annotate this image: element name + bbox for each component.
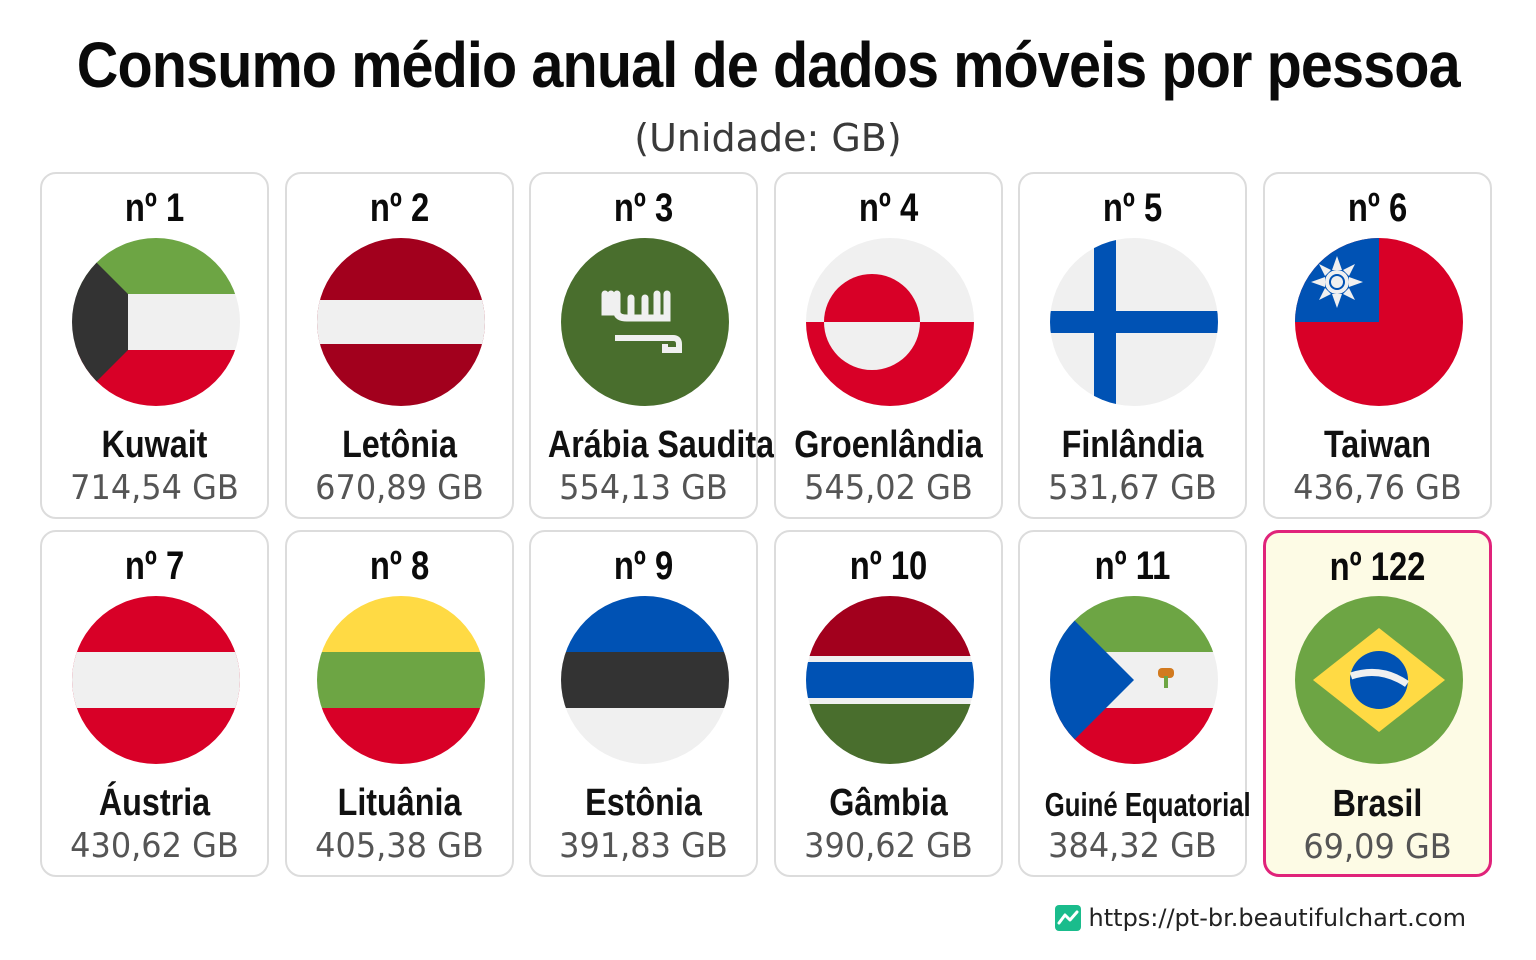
value-label: 430,62 GB [70,826,239,866]
chart-title: Consumo médio anual de dados móveis por … [76,29,1461,101]
country-name: Gâmbia [828,782,948,824]
country-name: Guiné Equatorial [1044,786,1251,823]
ranking-card: nº 3 Arábia Saudita 554,13 GB [529,172,775,519]
country-name: Arábia Saudita [547,424,775,466]
value-label: 391,83 GB [559,826,728,866]
brazil-flag-icon [1294,596,1463,764]
estonia-flag-icon [561,596,729,764]
rank-label: nº 6 [1347,186,1407,230]
country-name: Áustria [98,782,211,824]
rank-label: nº 1 [124,186,185,230]
value-label: 405,38 GB [314,826,484,866]
source-footer: https://pt-br.beautifulchart.com [1054,904,1466,932]
ranking-card: nº 9 Estônia 391,83 GB [529,530,758,877]
ranking-card: nº 11 Guiné Equatorial 384,32 GB [1018,530,1251,877]
ranking-card: nº 6 Taiwan 436,76 GB [1262,172,1492,519]
austria-flag-icon [72,596,240,764]
value-label: 69,09 GB [1302,827,1452,867]
rank-label: nº 122 [1329,545,1425,589]
ranking-card: nº 2 Letônia 670,89 GB [284,172,514,519]
gambia-flag-icon [805,596,974,764]
source-url[interactable]: https://pt-br.beautifulchart.com [1088,904,1466,932]
value-label: 436,76 GB [1292,468,1462,508]
rank-label: nº 11 [1094,544,1171,588]
kuwait-flag-icon [72,238,240,406]
country-name: Brasil [1332,783,1422,825]
rank-label: nº 10 [849,544,927,588]
country-name: Finlândia [1061,424,1204,466]
value-label: 714,54 GB [70,468,239,508]
rank-label: nº 8 [369,544,429,588]
ranking-card: nº 5 Finlândia 531,67 GB [1018,172,1247,519]
chart-subtitle: (Unidade: GB) [634,116,902,160]
ranking-card: nº 1 Kuwait 714,54 GB [40,172,269,519]
value-label: 384,32 GB [1048,826,1217,866]
rank-label: nº 3 [613,186,674,230]
ranking-card-highlighted: nº 122 Brasil 69,09 GB [1262,530,1492,877]
chart-logo-icon [1054,905,1081,931]
rank-label: nº 2 [369,186,429,230]
ranking-card: nº 4 Groenlândia 545,02 GB [773,172,1003,519]
ranking-card: nº 7 Áustria 430,62 GB [40,530,269,877]
equatorial-guinea-flag-icon [1050,596,1218,764]
rank-label: nº 4 [858,186,918,230]
country-name: Kuwait [101,424,208,466]
ranking-card: nº 8 Lituânia 405,38 GB [284,530,514,877]
taiwan-flag-icon [1294,238,1463,406]
country-name: Taiwan [1323,424,1431,466]
rank-label: nº 9 [613,544,674,588]
value-label: 390,62 GB [803,826,973,866]
greenland-flag-icon [805,238,974,406]
country-name: Estônia [585,782,702,824]
country-name: Groenlândia [793,424,983,466]
saudi-arabia-flag-icon [561,238,729,406]
country-name: Letônia [341,424,457,466]
value-label: 554,13 GB [559,468,728,508]
lithuania-flag-icon [316,596,485,764]
ranking-grid: nº 1 Kuwait 714,54 GB nº 2 Letônia 67 [40,172,1492,877]
finland-flag-icon [1050,238,1218,406]
ranking-card: nº 10 Gâmbia 390,62 GB [773,530,1003,877]
latvia-flag-icon [316,238,485,406]
value-label: 545,02 GB [803,468,973,508]
rank-label: nº 5 [1102,186,1163,230]
value-label: 531,67 GB [1048,468,1217,508]
country-name: Lituânia [337,782,461,824]
value-label: 670,89 GB [314,468,484,508]
rank-label: nº 7 [124,544,185,588]
